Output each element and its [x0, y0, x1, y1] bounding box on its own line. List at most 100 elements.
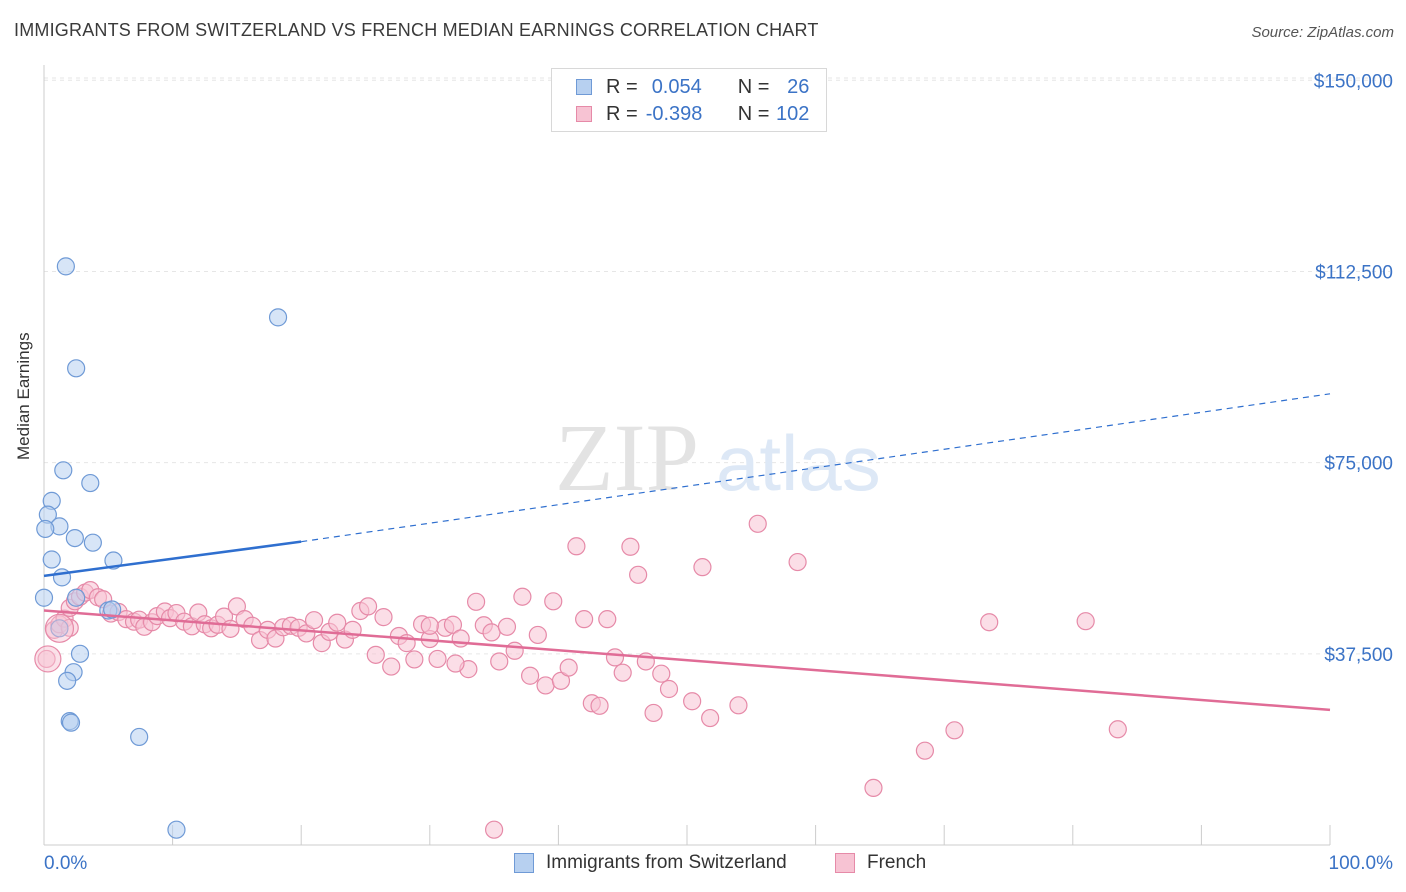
point-french	[945, 721, 964, 740]
point-french	[451, 629, 470, 648]
point-french	[405, 650, 424, 669]
point-french	[358, 597, 378, 616]
trend-lines	[43, 393, 1331, 712]
point-french	[980, 613, 999, 632]
point-french	[559, 658, 578, 677]
point-french	[788, 552, 807, 572]
trend-line-french	[43, 609, 1331, 712]
point-french	[428, 649, 447, 669]
point-french	[544, 592, 563, 611]
point-french	[915, 741, 935, 760]
point-switzerland	[67, 359, 86, 378]
point-french	[304, 611, 324, 630]
y-tick-label: $112,500	[1315, 262, 1393, 283]
series-swatch-switzerland	[514, 853, 534, 873]
point-french	[613, 663, 632, 682]
point-french	[629, 565, 648, 584]
point-switzerland	[103, 600, 122, 619]
y-tick-label: $150,000	[1314, 71, 1393, 92]
trend-line-switzerland	[43, 540, 302, 578]
legend-r-label: R =	[606, 102, 638, 125]
point-french-large	[44, 613, 75, 643]
point-switzerland	[34, 588, 54, 607]
point-french	[505, 641, 524, 660]
watermark-zip: ZIP	[555, 404, 699, 511]
point-switzerland	[42, 550, 61, 569]
point-french	[864, 778, 883, 798]
point-switzerland	[81, 473, 100, 493]
point-french	[683, 692, 702, 711]
point-switzerland	[65, 528, 84, 548]
point-french	[621, 537, 640, 556]
point-french	[644, 703, 663, 723]
point-french	[528, 625, 547, 645]
correlation-legend: R = 0.054 N = 26 R = -0.398 N = 102	[551, 68, 827, 132]
point-french	[1076, 612, 1095, 631]
source-label: Source: ZipAtlas.com	[1251, 24, 1394, 41]
legend-n-label: N =	[737, 75, 770, 98]
point-switzerland	[268, 308, 288, 327]
legend-r-label: R =	[606, 75, 638, 98]
point-french	[590, 696, 609, 715]
point-french	[598, 610, 617, 629]
point-french	[513, 587, 532, 606]
point-french	[652, 664, 671, 683]
y-tick-label: $75,000	[1324, 454, 1393, 475]
point-french	[605, 648, 625, 667]
point-french	[446, 654, 465, 673]
series-name-french: French	[867, 852, 927, 873]
series-legend-switzerland: Immigrants from Switzerland	[514, 852, 787, 874]
point-french	[443, 615, 463, 634]
series-legend: Immigrants from Switzerland French	[0, 852, 1406, 878]
point-switzerland	[56, 257, 75, 276]
legend-row-switzerland: R = 0.054 N = 26	[576, 75, 809, 99]
legend-swatch-switzerland	[576, 79, 592, 95]
point-french	[366, 645, 385, 664]
tick-labels: $37,500 $75,000 $112,500 $150,000 0.0% 100.0%	[44, 71, 1393, 874]
watermark-atlas: atlas	[716, 419, 881, 507]
point-switzerland	[36, 519, 55, 539]
point-french	[485, 820, 504, 839]
data-points	[34, 257, 1127, 839]
legend-n-label: N =	[737, 102, 770, 125]
legend-n-value: 102	[776, 102, 810, 125]
point-french	[420, 616, 439, 635]
axes	[43, 65, 1331, 846]
point-french	[497, 617, 517, 636]
point-switzerland	[70, 644, 90, 663]
y-axis-label: Median Earnings	[14, 332, 33, 460]
point-french	[328, 613, 347, 632]
point-french	[575, 610, 594, 629]
legend-swatch-french	[576, 106, 592, 122]
point-switzerland	[167, 820, 186, 839]
legend-row-french: R = -0.398 N = 102	[576, 102, 809, 126]
x-tick-label-end: 100.0%	[1329, 853, 1394, 874]
point-switzerland	[58, 671, 77, 690]
point-french	[521, 666, 540, 685]
y-tick-label: $37,500	[1324, 645, 1393, 666]
point-french	[1108, 720, 1127, 739]
point-switzerland	[61, 713, 81, 732]
point-french	[374, 608, 393, 627]
point-french	[382, 657, 401, 676]
legend-n-value: 26	[787, 75, 810, 98]
point-french	[536, 676, 555, 695]
point-french-large	[34, 645, 62, 673]
grid-lines	[44, 77, 1390, 655]
point-switzerland	[67, 588, 86, 607]
series-swatch-french	[835, 853, 855, 873]
legend-r-value: -0.398	[645, 102, 703, 125]
point-french	[482, 623, 501, 642]
series-name-switzerland: Immigrants from Switzerland	[546, 852, 787, 873]
point-french	[748, 514, 767, 533]
series-legend-french: French	[835, 852, 926, 874]
point-french	[701, 708, 720, 728]
watermark: ZIP atlas	[555, 404, 881, 511]
x-tick-label-start: 0.0%	[44, 853, 87, 874]
point-switzerland	[83, 533, 102, 552]
point-french	[659, 679, 679, 699]
chart-title: IMMIGRANTS FROM SWITZERLAND VS FRENCH ME…	[14, 20, 819, 40]
trend-line-switzerland-extension	[301, 393, 1331, 543]
point-french	[729, 696, 748, 715]
